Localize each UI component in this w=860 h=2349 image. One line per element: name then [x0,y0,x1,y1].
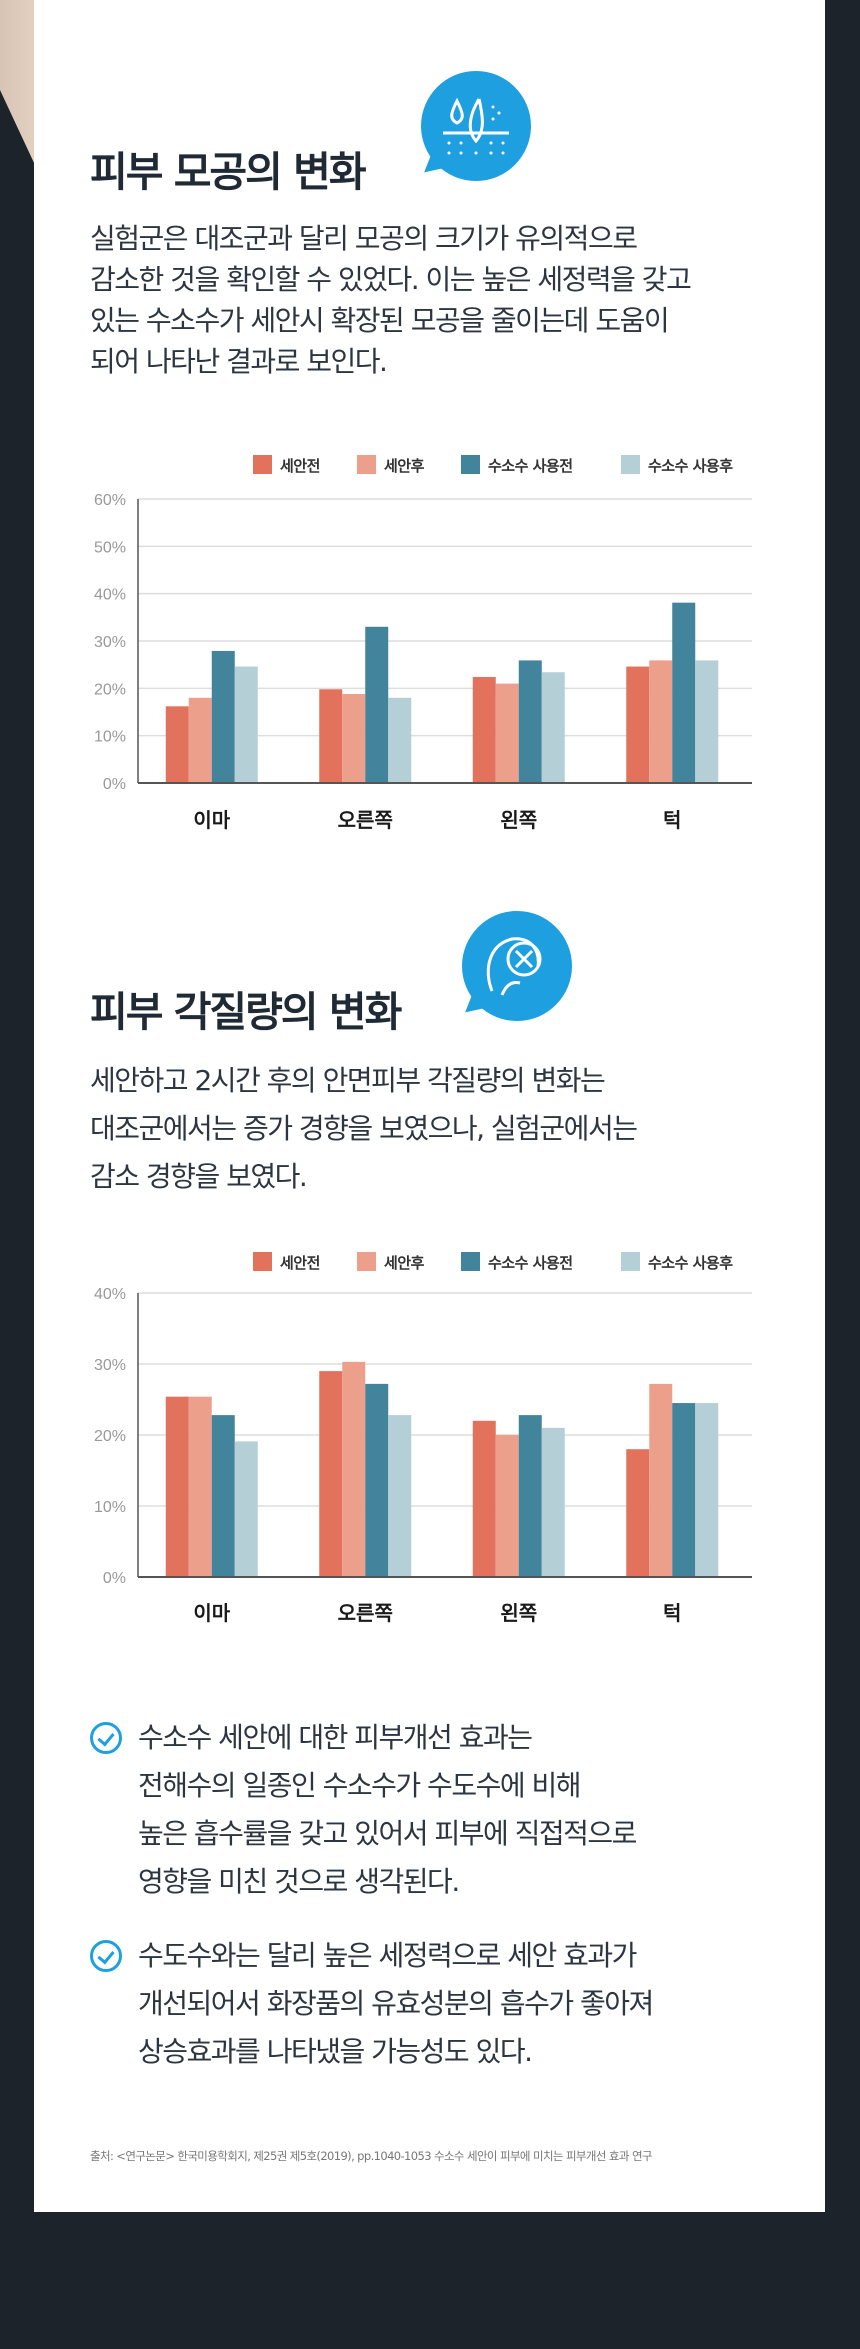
bar-3-3 [518,1415,542,1577]
conclusion-line: 개선되어서 화장품의 유효성분의 흡수가 좋아져 [138,1987,654,2020]
y-tick-label: 10% [94,1499,126,1516]
y-tick-label: 0% [103,776,126,793]
bar-2-1 [319,689,343,783]
x-category-label: 왼쪽 [500,808,537,832]
conclusion-line: 높은 흡수률을 갖고 있어서 피부에 직접적으로 [138,1817,637,1850]
legend-swatch [357,455,376,474]
pore-bar-chart: 0% 10% 20% 30% 40% 50% 60% 이마 오른쪽 왼쪽 턱 세안전 세안후 수소수 사용… [94,455,752,832]
y-tick-label: 20% [94,1428,126,1445]
bar-3-2 [495,683,519,783]
bar-4-4 [695,660,719,783]
legend-swatch [621,1252,640,1271]
bar-3-3 [518,660,542,783]
bar-1-1 [165,706,189,783]
bar-4-4 [695,1403,719,1577]
bar-2-2 [342,1361,366,1577]
paragraph-line: 대조군에서는 증가 경향을 보였으나, 실험군에서는 [90,1112,638,1145]
bar-4-1 [626,1449,650,1577]
x-category-label: 왼쪽 [500,1601,537,1625]
bar-1-2 [188,697,212,783]
paragraph-line: 감소한 것을 확인할 수 있었다. 이는 높은 세정력을 갖고 [90,263,692,296]
bar-1-4 [234,1441,258,1577]
y-tick-label: 0% [103,1570,126,1587]
pore-icon [421,71,531,181]
bar-4-2 [649,660,673,783]
bar-4-2 [649,1383,673,1577]
bar-2-3 [365,626,389,783]
bar-1-3 [211,1415,235,1577]
y-tick-label: 40% [94,1286,126,1303]
bar-2-1 [319,1371,343,1577]
legend-swatch [253,1252,272,1271]
bar-2-4 [388,1415,412,1577]
x-category-label: 오른쪽 [338,1601,393,1625]
pores-description: 실험군은 대조군과 달리 모공의 크기가 유의적으로 감소한 것을 확인할 수 … [90,218,692,382]
x-category-label: 이마 [193,1601,230,1625]
y-tick-label: 60% [94,492,126,509]
bar-4-3 [672,602,696,783]
legend-swatch [253,455,272,474]
bar-1-4 [234,666,258,783]
bar-3-4 [541,672,565,783]
legend-swatch [461,455,480,474]
paragraph-line: 세안하고 2시간 후의 안면피부 각질량의 변화는 [90,1064,606,1097]
bar-2-2 [342,694,366,783]
y-tick-label: 10% [94,729,126,746]
conclusion-line: 수도수와는 달리 높은 세정력으로 세안 효과가 [138,1939,637,1972]
x-category-label: 턱 [663,1601,681,1625]
bar-1-1 [165,1396,189,1577]
legend-swatch [621,455,640,474]
y-tick-label: 30% [94,1357,126,1374]
y-tick-label: 20% [94,681,126,698]
check-circle-icon [90,1722,122,1754]
bar-2-4 [388,697,412,783]
bar-3-2 [495,1435,519,1577]
legend-label: 세안전 [280,457,320,475]
conclusion-line: 영향을 미친 것으로 생각된다. [138,1865,460,1898]
check-circle-icon [90,1940,122,1972]
x-category-label: 턱 [663,808,681,832]
bar-3-1 [472,1420,496,1577]
keratin-bar-chart: 0% 10% 20% 30% 40% 이마 오른쪽 왼쪽 턱 세안전 세안후 수소수 사용전 수소수 사… [94,1252,752,1625]
bar-2-3 [365,1383,389,1577]
legend-label: 수소수 사용후 [648,1254,733,1272]
x-category-label: 오른쪽 [338,808,393,832]
section-title-keratin: 피부 각질량의 변화 [90,988,402,1036]
bar-1-3 [211,650,235,783]
paragraph-line: 되어 나타난 결과로 보인다. [90,345,388,378]
paragraph-line: 있는 수소수가 세안시 확장된 모공을 줄이는데 도움이 [90,304,670,337]
legend-label: 수소수 사용후 [648,457,733,475]
legend-swatch [357,1252,376,1271]
source-citation: 출처: <연구논문> 한국미용학회지, 제25권 제5호(2019), pp.1… [90,2149,653,2163]
legend-label: 세안후 [384,1254,425,1272]
keratin-description: 세안하고 2시간 후의 안면피부 각질량의 변화는 대조군에서는 증가 경향을 … [90,1057,638,1201]
y-tick-label: 40% [94,587,126,604]
legend-label: 세안전 [280,1254,320,1272]
legend-label: 수소수 사용전 [488,457,573,475]
bar-4-1 [626,666,650,783]
legend-label: 세안후 [384,457,425,475]
face-skin-icon [462,911,572,1021]
x-category-label: 이마 [193,808,230,832]
conclusion-line: 상승효과를 나타냈을 가능성도 있다. [138,2035,533,2068]
paragraph-line: 감소 경향을 보였다. [90,1160,308,1193]
y-tick-label: 30% [94,634,126,651]
content-card [34,0,825,2212]
y-tick-label: 50% [94,539,126,556]
bar-4-3 [672,1403,696,1577]
bar-1-2 [188,1396,212,1577]
conclusion-line: 수소수 세안에 대한 피부개선 효과는 [138,1721,533,1754]
bar-3-1 [472,676,496,783]
legend-swatch [461,1252,480,1271]
bar-3-4 [541,1427,565,1577]
section-title-pores: 피부 모공의 변화 [90,148,367,196]
legend-label: 수소수 사용전 [488,1254,573,1272]
paragraph-line: 실험군은 대조군과 달리 모공의 크기가 유의적으로 [90,222,638,255]
conclusion-line: 전해수의 일종인 수소수가 수도수에 비해 [138,1769,582,1802]
